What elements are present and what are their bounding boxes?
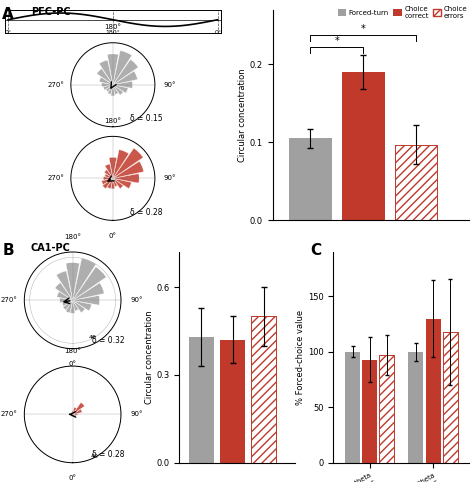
Bar bbox=[105, 164, 113, 178]
Y-axis label: Circular concentration: Circular concentration bbox=[145, 310, 154, 404]
Text: δ = 0.15: δ = 0.15 bbox=[130, 114, 162, 123]
Bar bbox=[113, 178, 131, 188]
Bar bbox=[73, 409, 82, 415]
Bar bbox=[113, 161, 144, 178]
Bar bbox=[342, 72, 384, 220]
Bar bbox=[106, 85, 113, 92]
Bar bbox=[73, 300, 91, 311]
Bar bbox=[113, 174, 139, 183]
Bar bbox=[107, 54, 118, 85]
Bar bbox=[72, 411, 73, 415]
Bar bbox=[220, 340, 245, 463]
Bar bbox=[72, 415, 73, 417]
Bar bbox=[97, 68, 113, 85]
Bar bbox=[113, 51, 132, 85]
Bar bbox=[73, 402, 84, 415]
Bar bbox=[99, 77, 113, 85]
Text: 0°: 0° bbox=[214, 30, 221, 35]
Bar bbox=[113, 178, 123, 189]
Bar bbox=[345, 352, 360, 463]
Bar bbox=[395, 145, 438, 220]
Bar bbox=[362, 360, 377, 463]
Bar bbox=[73, 415, 74, 416]
Bar bbox=[73, 407, 77, 415]
Y-axis label: Circular concentration: Circular concentration bbox=[238, 68, 247, 162]
Bar bbox=[73, 267, 106, 300]
Bar bbox=[105, 174, 113, 178]
Bar bbox=[56, 271, 73, 300]
Bar bbox=[113, 59, 138, 85]
Bar bbox=[73, 300, 79, 311]
Text: A: A bbox=[2, 7, 14, 22]
Text: 0°: 0° bbox=[5, 30, 11, 35]
Bar bbox=[70, 300, 75, 313]
Bar bbox=[73, 300, 85, 313]
Bar bbox=[111, 85, 115, 96]
Bar bbox=[72, 414, 73, 415]
Bar bbox=[103, 177, 113, 180]
Text: δ = 0.28: δ = 0.28 bbox=[92, 450, 125, 459]
Bar bbox=[73, 258, 96, 300]
Bar bbox=[62, 300, 73, 306]
Bar bbox=[72, 412, 73, 415]
Bar bbox=[99, 60, 113, 85]
Bar bbox=[113, 85, 123, 95]
Bar bbox=[113, 85, 128, 93]
Bar bbox=[113, 178, 118, 187]
Bar bbox=[395, 145, 438, 220]
Bar bbox=[60, 298, 73, 303]
Bar bbox=[443, 332, 458, 463]
Text: CA1-PC: CA1-PC bbox=[31, 243, 71, 254]
Bar bbox=[57, 292, 73, 300]
Text: *: * bbox=[335, 36, 339, 46]
Bar bbox=[107, 178, 113, 188]
Text: *: * bbox=[361, 24, 366, 34]
Bar bbox=[251, 316, 276, 463]
Y-axis label: % Forced-choice value: % Forced-choice value bbox=[296, 310, 305, 405]
Bar bbox=[66, 300, 73, 313]
Bar bbox=[443, 332, 458, 463]
Bar bbox=[289, 138, 332, 220]
Bar bbox=[109, 157, 117, 178]
Text: δ = 0.32: δ = 0.32 bbox=[92, 336, 125, 345]
Bar bbox=[113, 81, 133, 88]
Text: B: B bbox=[2, 243, 14, 258]
Bar bbox=[113, 148, 143, 178]
Bar bbox=[72, 414, 73, 415]
Bar bbox=[426, 319, 440, 463]
Bar bbox=[379, 355, 394, 463]
Bar bbox=[251, 316, 276, 463]
Bar bbox=[102, 83, 113, 87]
Bar bbox=[113, 85, 118, 94]
Bar bbox=[73, 415, 76, 416]
Text: 180°: 180° bbox=[106, 30, 120, 35]
Bar bbox=[379, 355, 394, 463]
Bar bbox=[108, 85, 113, 94]
Bar bbox=[111, 178, 115, 189]
Bar bbox=[73, 283, 104, 300]
Text: PFC-PC: PFC-PC bbox=[31, 7, 71, 17]
Legend: Forced-turn, Choice
correct, Choice
errors: Forced-turn, Choice correct, Choice erro… bbox=[335, 3, 471, 22]
Bar bbox=[73, 414, 77, 415]
Bar bbox=[73, 295, 100, 305]
Bar bbox=[72, 415, 73, 417]
Bar bbox=[103, 85, 113, 90]
Bar bbox=[55, 282, 73, 300]
Bar bbox=[102, 178, 113, 189]
Bar bbox=[113, 71, 137, 85]
Bar bbox=[66, 263, 80, 300]
Text: C: C bbox=[310, 243, 321, 258]
Bar bbox=[63, 300, 73, 310]
Bar bbox=[189, 337, 214, 463]
Bar bbox=[104, 170, 113, 178]
Bar bbox=[409, 352, 423, 463]
Bar bbox=[71, 415, 73, 416]
Bar bbox=[101, 178, 113, 185]
Text: δ = 0.28: δ = 0.28 bbox=[130, 208, 162, 217]
Bar bbox=[113, 149, 129, 178]
